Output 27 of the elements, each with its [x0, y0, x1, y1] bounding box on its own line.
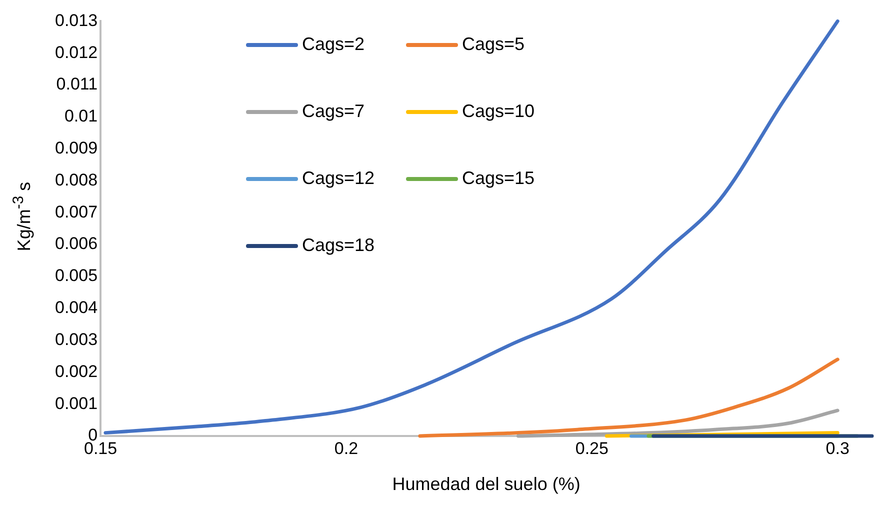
y-tick-label: 0.004 — [54, 298, 98, 318]
legend-label: Cags=2 — [302, 34, 365, 55]
x-tick-label: 0.2 — [334, 438, 358, 458]
y-tick-label: 0.008 — [54, 170, 98, 190]
legend-label: Cags=15 — [462, 168, 535, 189]
y-tick-label: 0.007 — [54, 202, 98, 222]
legend-label: Cags=18 — [302, 235, 375, 256]
x-tick-label: 0.25 — [575, 438, 608, 458]
line-series — [418, 358, 840, 438]
y-tick-label: 0.01 — [64, 106, 98, 126]
line-series — [516, 408, 840, 438]
line-series — [104, 19, 840, 435]
legend-label: Cags=10 — [462, 101, 535, 122]
y-tick-label: 0.009 — [54, 138, 98, 158]
legend-label: Cags=12 — [302, 168, 375, 189]
y-tick-label: 0.006 — [54, 234, 98, 254]
y-tick-label: 0.005 — [54, 266, 98, 286]
legend-label: Cags=5 — [462, 34, 525, 55]
y-tick-label: 0.002 — [54, 362, 98, 381]
y-tick-label: 0.001 — [54, 394, 98, 413]
x-tick-label: 0.3 — [826, 438, 850, 458]
y-tick-label: 0.012 — [54, 42, 98, 62]
x-axis-title: Humedad del suelo (%) — [392, 474, 580, 494]
legend-label: Cags=7 — [302, 101, 365, 122]
y-tick-label: 0.011 — [56, 74, 98, 94]
y-tick-label: 0.003 — [54, 330, 98, 349]
y-tick-label: 0.013 — [54, 10, 98, 30]
